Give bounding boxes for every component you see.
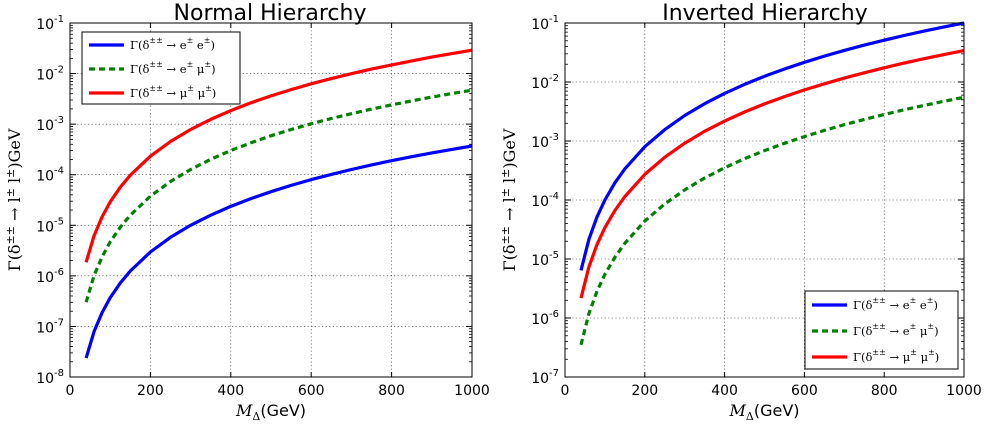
plot-frame	[564, 22, 965, 378]
y-tick-label: 10-2	[531, 73, 559, 92]
y-axis-label: Γ(δ±± → l± l±)GeV	[499, 128, 519, 271]
series-line-3	[579, 49, 965, 299]
x-axis-label: MΔ(GeV)	[235, 401, 306, 423]
legend: Γ(δ±± → e± e±) Γ(δ±± → e± μ±) Γ(δ±± → μ± μ…	[81, 31, 241, 105]
y-axis-label: Γ(δ±± → l± l±)GeV	[4, 128, 24, 271]
series-line-1	[579, 21, 965, 271]
x-tick-label: 1000	[946, 383, 982, 399]
x-tick-label: 0	[66, 383, 75, 399]
y-tick-label: 10-2	[36, 65, 64, 84]
chart-panel-2: Inverted Hierarchy 0 200 400 600 800 1000 10-7 1…	[499, 1, 982, 423]
y-tick-label: 10-7	[531, 368, 559, 387]
legend-entry-2: Γ(δ±± → e± μ±)	[130, 60, 216, 76]
y-tick-label: 10-5	[36, 216, 64, 235]
y-tick-label: 10-4	[36, 166, 64, 185]
legend-entry-3: Γ(δ±± → μ± μ±)	[130, 84, 216, 100]
x-tick-label: 400	[711, 383, 738, 399]
x-tick-label: 600	[791, 383, 818, 399]
x-tick-label: 200	[137, 383, 164, 399]
x-tick-label: 0	[561, 383, 570, 399]
plot-frame	[69, 22, 473, 378]
x-tick-label: 200	[631, 383, 658, 399]
y-tick-label: 10-4	[531, 191, 559, 210]
chart-panel-1: Normal Hierarchy 0 200 400 600 800 1000 10-8 10-…	[4, 1, 490, 423]
x-axis-label: MΔ(GeV)	[728, 401, 799, 423]
y-tick-label: 10-6	[531, 309, 559, 328]
y-tick-label: 10-7	[36, 317, 64, 336]
y-tick-label: 10-5	[531, 250, 559, 269]
legend-entry-1: Γ(δ±± → e± e±)	[130, 36, 215, 52]
x-tick-label: 800	[871, 383, 898, 399]
series-line-2	[579, 95, 965, 346]
y-tick-label: 10-3	[36, 115, 64, 134]
y-tick-label: 10-6	[36, 267, 64, 286]
y-tick-label: 10-1	[36, 14, 64, 33]
series-line-1	[84, 144, 473, 359]
legend-entry-1: Γ(δ±± → e± e±)	[853, 296, 938, 312]
y-tick-label: 10-3	[531, 132, 559, 151]
x-tick-label: 400	[217, 383, 244, 399]
y-tick-label: 10-1	[531, 14, 559, 33]
series-line-3	[84, 48, 473, 263]
chart-title: Inverted Hierarchy	[662, 1, 868, 26]
legend-entry-3: Γ(δ±± → μ± μ±)	[853, 348, 939, 364]
legend-entry-2: Γ(δ±± → e± μ±)	[853, 322, 939, 338]
x-tick-label: 800	[378, 383, 405, 399]
legend: Γ(δ±± → e± e±) Γ(δ±± → e± μ±) Γ(δ±± → μ± μ…	[804, 290, 959, 370]
chart-title: Normal Hierarchy	[174, 1, 367, 26]
y-tick-label: 10-8	[36, 368, 64, 387]
series-line-2	[84, 88, 473, 303]
x-tick-label: 1000	[454, 383, 490, 399]
x-tick-label: 600	[298, 383, 325, 399]
